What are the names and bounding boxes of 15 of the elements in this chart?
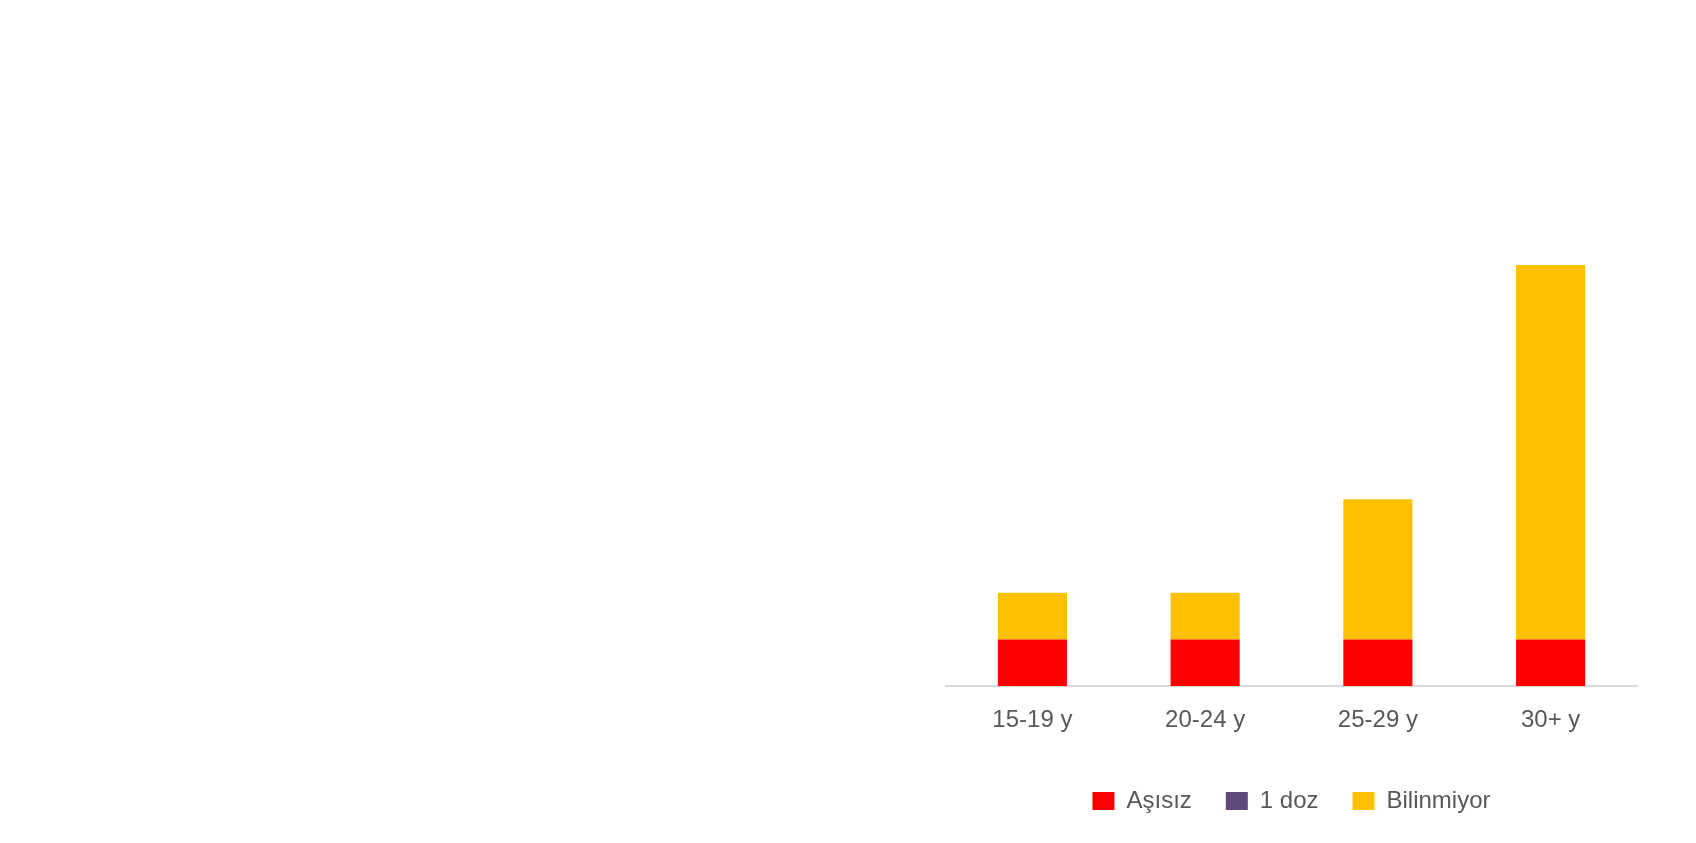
legend-label: 1 doz [1259,785,1319,813]
bar [1343,639,1413,687]
x-tick-label: 20-24 y [1165,705,1246,733]
bar [1170,592,1240,640]
x-tick-label: 25-29 y [1337,705,1418,733]
bar [997,639,1067,687]
legend-label: Bilinmiyor [1386,785,1491,813]
bar [1516,265,1586,640]
legend-label: Aşısız [1126,785,1192,813]
bar [1170,639,1240,687]
bar [997,592,1067,640]
x-tick-label: 15-19 y [992,705,1073,733]
x-tick-label: 30+ y [1520,705,1581,733]
bar [1516,639,1586,687]
bar [1343,499,1413,640]
